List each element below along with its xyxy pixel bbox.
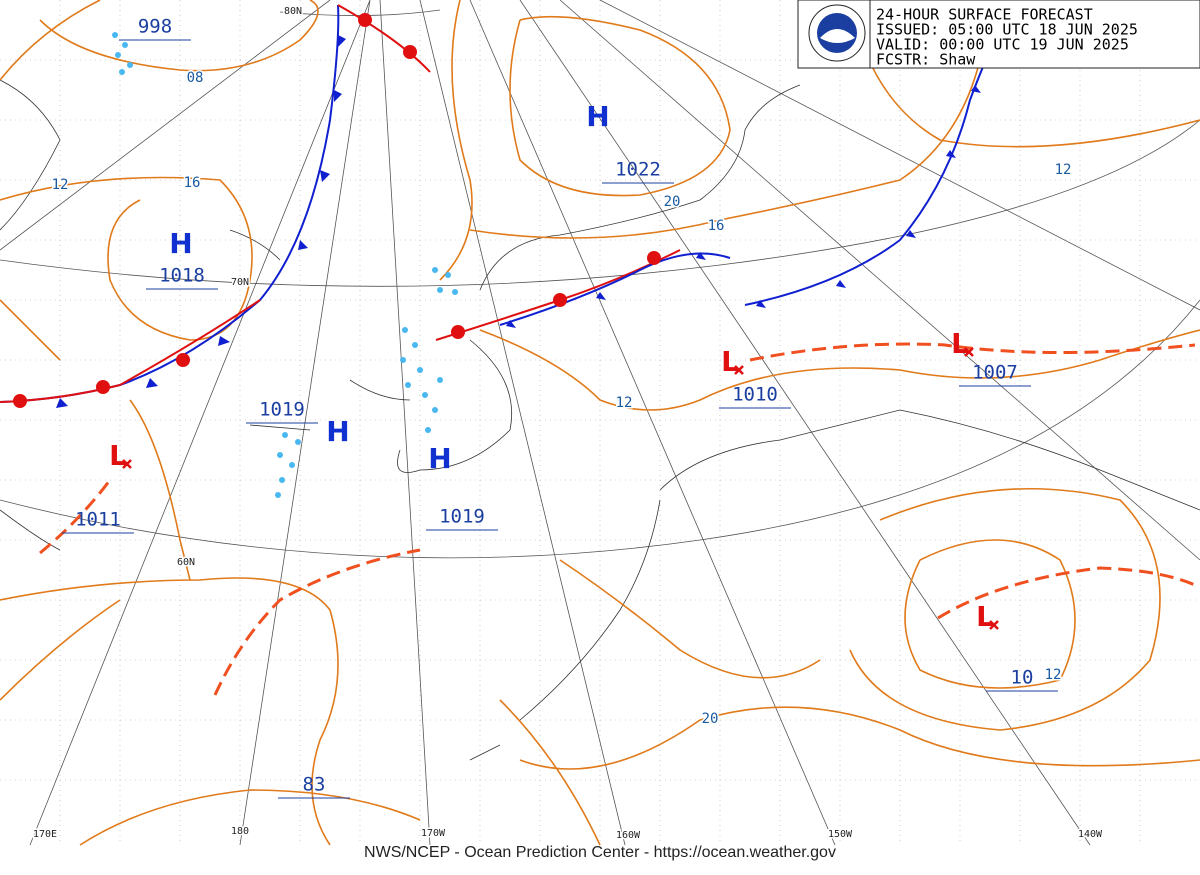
isobar-label: 08: [187, 70, 204, 86]
central-pressure: 1010: [732, 384, 778, 406]
latitude-label: 80N: [284, 6, 302, 17]
fronts: [0, 4, 1196, 696]
central-pressure: 1019: [439, 506, 485, 528]
isobar-label: 12: [1055, 162, 1072, 178]
latitude-label: 60N: [177, 557, 195, 568]
precipitation: [112, 32, 458, 498]
low-marker: [734, 365, 744, 375]
graticule: [0, 0, 1200, 846]
latitude-label: 70N: [231, 277, 249, 288]
isobar-label: 20: [702, 711, 719, 727]
pressure-center-symbol: L: [109, 439, 127, 472]
pressure-center-symbol: H: [169, 227, 192, 260]
central-pressure: 1011: [75, 509, 121, 531]
header-valid: VALID: 00:00 UTC 19 JUN 2025: [876, 36, 1129, 54]
low-marker: [122, 459, 132, 469]
labels: H1022H1018H1019H1019L1011L1010L1007L1099…: [31, 5, 1104, 843]
pressure-center-symbol: L: [976, 600, 994, 633]
pressure-center-symbol: H: [586, 100, 609, 133]
pressure-center-symbol: L: [951, 327, 969, 360]
central-pressure: 83: [303, 774, 326, 796]
longitude-label: 160W: [616, 830, 641, 841]
central-pressure: 1022: [615, 159, 661, 181]
low-marker: [989, 620, 999, 630]
central-pressure: 1007: [972, 362, 1018, 384]
isobar-label: 12: [52, 177, 69, 193]
isobar-label: 12: [1045, 667, 1062, 683]
isobar-label: 12: [616, 395, 633, 411]
isobar-label: 20: [664, 194, 681, 210]
pressure-center-symbol: L: [721, 345, 739, 378]
longitude-label: 180: [231, 826, 249, 837]
longitude-label: 150W: [828, 829, 853, 840]
low-marker: [964, 347, 974, 357]
central-pressure: 10: [1011, 667, 1034, 689]
header-forecaster: FCSTR: Shaw: [876, 51, 976, 69]
central-pressure: 1019: [259, 399, 305, 421]
footer: NWS/NCEP - Ocean Prediction Center - htt…: [364, 844, 836, 861]
legend-box: 24-HOUR SURFACE FORECAST ISSUED: 05:00 U…: [797, 0, 1200, 69]
pressure-center-symbol: H: [326, 415, 349, 448]
longitude-label: 170W: [421, 828, 446, 839]
coastlines: [0, 79, 1200, 761]
pressure-center-symbol: H: [428, 442, 451, 475]
longitude-label: 140W: [1078, 829, 1103, 840]
central-pressure: 1018: [159, 265, 205, 287]
longitude-label: 170E: [33, 829, 57, 840]
central-pressure: 998: [138, 16, 172, 38]
isobar-label: 16: [708, 218, 725, 234]
header-title: 24-HOUR SURFACE FORECAST: [876, 6, 1093, 24]
isobar-label: 16: [184, 175, 201, 191]
header-issued: ISSUED: 05:00 UTC 18 JUN 2025: [876, 21, 1138, 39]
